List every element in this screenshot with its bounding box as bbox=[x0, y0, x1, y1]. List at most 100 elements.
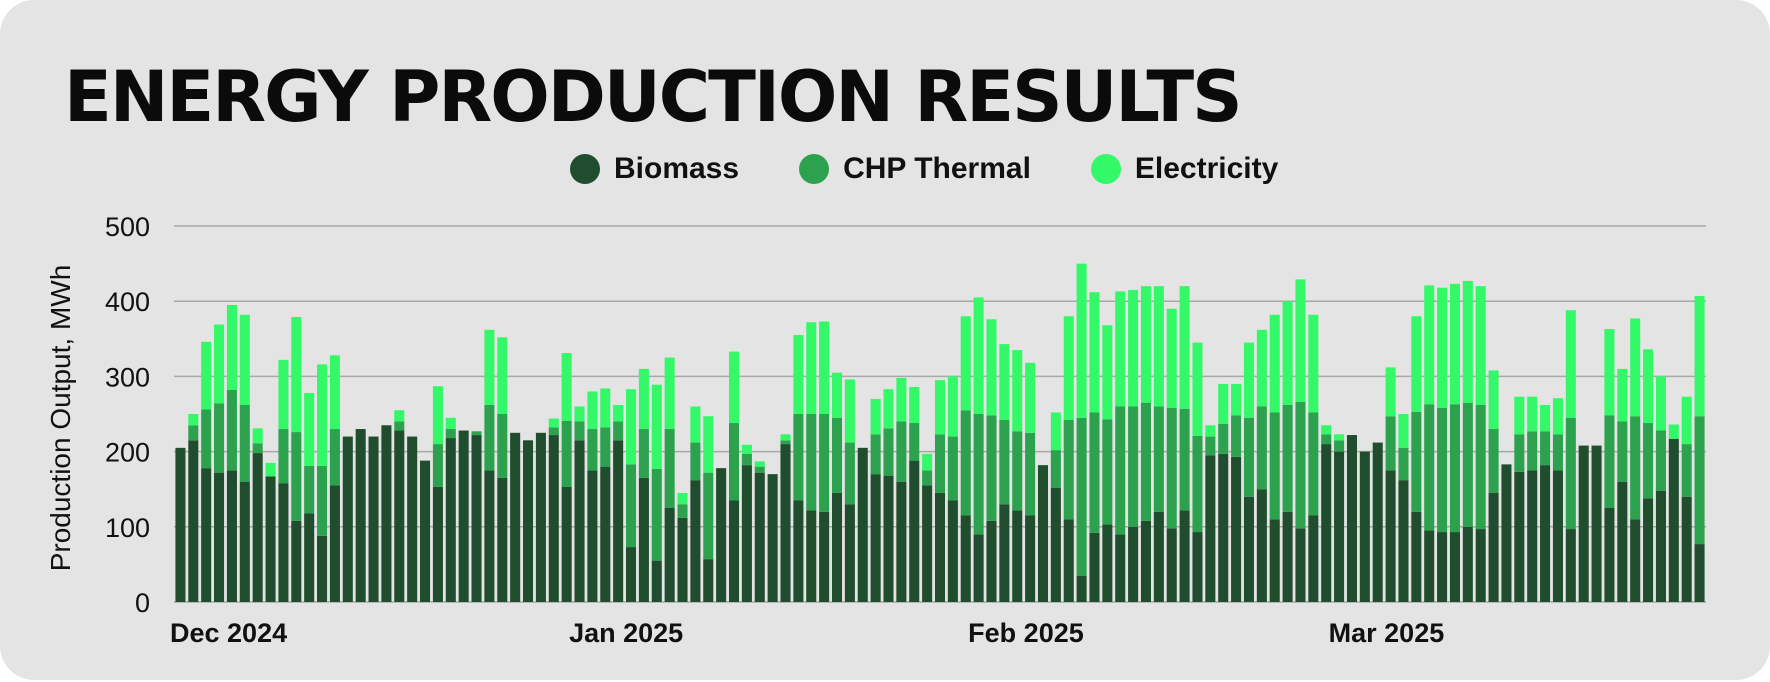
bar-electricity[interactable] bbox=[677, 492, 688, 505]
bar-biomass[interactable] bbox=[535, 432, 546, 602]
bar-biomass[interactable] bbox=[1462, 526, 1473, 602]
bar-biomass[interactable] bbox=[703, 559, 714, 602]
bar-chp-thermal[interactable] bbox=[394, 421, 405, 431]
bar-chp-thermal[interactable] bbox=[664, 429, 675, 508]
bar-chp-thermal[interactable] bbox=[329, 429, 340, 486]
bar-chp-thermal[interactable] bbox=[1153, 406, 1164, 512]
bar-electricity[interactable] bbox=[1565, 310, 1576, 418]
bar-biomass[interactable] bbox=[342, 436, 353, 602]
bar-electricity[interactable] bbox=[664, 357, 675, 430]
bar-biomass[interactable] bbox=[329, 485, 340, 602]
bar-biomass[interactable] bbox=[651, 560, 662, 602]
bar-electricity[interactable] bbox=[883, 389, 894, 429]
bar-biomass[interactable] bbox=[780, 444, 791, 602]
bar-electricity[interactable] bbox=[317, 364, 328, 466]
bar-biomass[interactable] bbox=[1437, 532, 1448, 602]
bar-chp-thermal[interactable] bbox=[1128, 406, 1139, 527]
bar-biomass[interactable] bbox=[1063, 519, 1074, 602]
bar-biomass[interactable] bbox=[1192, 532, 1203, 602]
bar-biomass[interactable] bbox=[394, 430, 405, 602]
bar-electricity[interactable] bbox=[870, 398, 881, 435]
bar-biomass[interactable] bbox=[806, 510, 817, 602]
bar-electricity[interactable] bbox=[1153, 286, 1164, 407]
bar-biomass[interactable] bbox=[1179, 510, 1190, 602]
bar-electricity[interactable] bbox=[1398, 414, 1409, 448]
bar-chp-thermal[interactable] bbox=[1321, 434, 1332, 445]
bar-chp-thermal[interactable] bbox=[1218, 423, 1229, 454]
bar-biomass[interactable] bbox=[1655, 490, 1666, 602]
bar-electricity[interactable] bbox=[613, 404, 624, 422]
bar-biomass[interactable] bbox=[870, 474, 881, 602]
bar-chp-thermal[interactable] bbox=[1385, 416, 1396, 471]
bar-electricity[interactable] bbox=[973, 297, 984, 414]
bar-chp-thermal[interactable] bbox=[1694, 416, 1705, 545]
bar-chp-thermal[interactable] bbox=[1089, 412, 1100, 533]
bar-chp-thermal[interactable] bbox=[1424, 404, 1435, 531]
bar-biomass[interactable] bbox=[1643, 498, 1654, 602]
bar-chp-thermal[interactable] bbox=[934, 434, 946, 493]
bar-electricity[interactable] bbox=[1243, 342, 1254, 418]
bar-chp-thermal[interactable] bbox=[1488, 429, 1499, 493]
bar-biomass[interactable] bbox=[1398, 480, 1409, 602]
bar-chp-thermal[interactable] bbox=[291, 432, 302, 521]
bar-electricity[interactable] bbox=[587, 391, 598, 430]
bar-chp-thermal[interactable] bbox=[626, 464, 637, 548]
bar-biomass[interactable] bbox=[1617, 481, 1628, 602]
bar-chp-thermal[interactable] bbox=[896, 421, 907, 482]
bar-electricity[interactable] bbox=[432, 386, 443, 445]
bar-electricity[interactable] bbox=[291, 316, 302, 433]
bar-biomass[interactable] bbox=[960, 515, 971, 602]
bar-biomass[interactable] bbox=[1025, 515, 1036, 602]
bar-chp-thermal[interactable] bbox=[703, 472, 714, 560]
bar-biomass[interactable] bbox=[1449, 532, 1460, 602]
bar-chp-thermal[interactable] bbox=[1115, 406, 1126, 535]
bar-biomass[interactable] bbox=[304, 513, 315, 602]
bar-electricity[interactable] bbox=[600, 388, 611, 428]
legend-item-chp-thermal[interactable]: CHP Thermal bbox=[799, 152, 1031, 186]
bar-electricity[interactable] bbox=[1411, 316, 1422, 412]
bar-biomass[interactable] bbox=[1552, 470, 1563, 602]
bar-chp-thermal[interactable] bbox=[239, 404, 250, 482]
bar-chp-thermal[interactable] bbox=[780, 440, 791, 445]
bar-biomass[interactable] bbox=[226, 470, 237, 602]
bar-biomass[interactable] bbox=[754, 472, 765, 602]
bar-chp-thermal[interactable] bbox=[999, 420, 1010, 505]
bar-chp-thermal[interactable] bbox=[973, 414, 984, 535]
bar-chp-thermal[interactable] bbox=[1243, 417, 1254, 497]
bar-biomass[interactable] bbox=[626, 547, 637, 602]
bar-chp-thermal[interactable] bbox=[729, 423, 740, 501]
bar-biomass[interactable] bbox=[381, 425, 392, 602]
bar-electricity[interactable] bbox=[1282, 301, 1293, 405]
bar-chp-thermal[interactable] bbox=[741, 453, 752, 466]
bar-electricity[interactable] bbox=[484, 329, 495, 405]
bar-biomass[interactable] bbox=[1501, 464, 1512, 602]
bar-electricity[interactable] bbox=[999, 344, 1010, 421]
bar-electricity[interactable] bbox=[1488, 370, 1499, 430]
bar-biomass[interactable] bbox=[1334, 451, 1345, 602]
bar-chp-thermal[interactable] bbox=[600, 427, 611, 467]
bar-chp-thermal[interactable] bbox=[870, 434, 881, 475]
bar-electricity[interactable] bbox=[1231, 383, 1242, 416]
bar-electricity[interactable] bbox=[934, 380, 946, 435]
bar-biomass[interactable] bbox=[239, 481, 250, 602]
bar-chp-thermal[interactable] bbox=[1449, 404, 1460, 533]
bar-electricity[interactable] bbox=[780, 434, 791, 441]
bar-electricity[interactable] bbox=[252, 428, 263, 444]
bar-chp-thermal[interactable] bbox=[574, 421, 585, 441]
bar-chp-thermal[interactable] bbox=[754, 466, 765, 473]
bar-electricity[interactable] bbox=[1256, 329, 1267, 407]
bar-biomass[interactable] bbox=[909, 460, 920, 602]
bar-electricity[interactable] bbox=[1089, 292, 1100, 413]
bar-electricity[interactable] bbox=[1437, 287, 1448, 408]
bar-biomass[interactable] bbox=[1359, 451, 1370, 602]
bar-chp-thermal[interactable] bbox=[1192, 435, 1203, 533]
bar-electricity[interactable] bbox=[1102, 325, 1113, 420]
bar-chp-thermal[interactable] bbox=[1527, 431, 1538, 471]
bar-biomass[interactable] bbox=[265, 476, 276, 602]
bar-electricity[interactable] bbox=[690, 406, 701, 443]
bar-chp-thermal[interactable] bbox=[806, 414, 817, 511]
bar-electricity[interactable] bbox=[394, 410, 405, 422]
bar-biomass[interactable] bbox=[1565, 529, 1576, 602]
bar-biomass[interactable] bbox=[1153, 511, 1164, 602]
bar-biomass[interactable] bbox=[831, 492, 843, 602]
